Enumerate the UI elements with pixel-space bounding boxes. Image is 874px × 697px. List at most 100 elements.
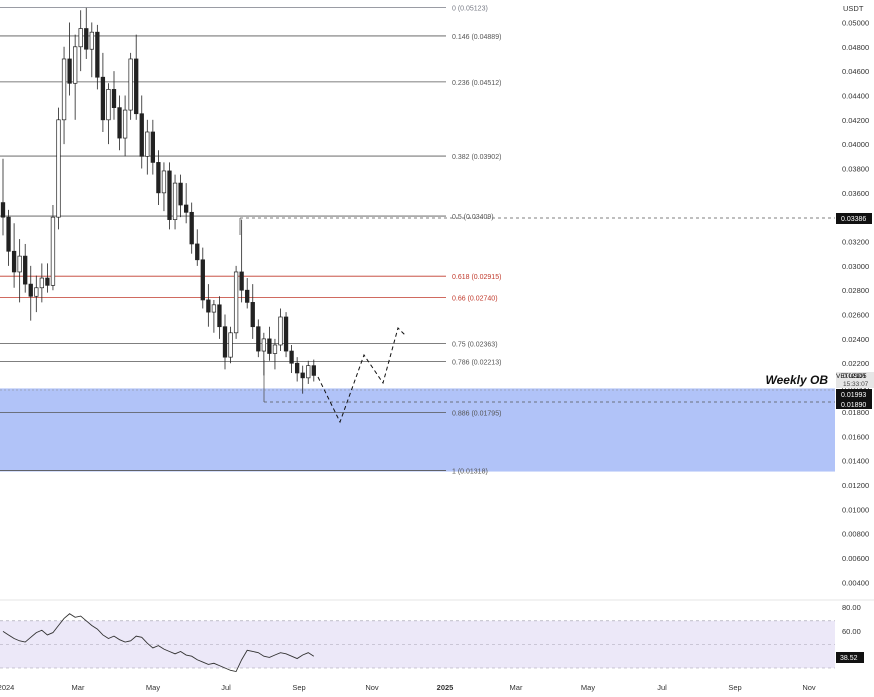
candle-body xyxy=(195,243,200,261)
candle-body xyxy=(311,365,316,376)
projection-path xyxy=(317,327,406,424)
candle-body xyxy=(300,372,305,379)
candle-body xyxy=(150,131,156,163)
price-tick-label: 0.02600 xyxy=(842,311,869,320)
price-tick-label: 0.03800 xyxy=(842,164,869,173)
candle-body xyxy=(111,89,117,108)
candle-body xyxy=(128,58,133,111)
candle-body xyxy=(45,277,50,286)
price-tick-label: 0.03000 xyxy=(842,262,869,271)
time-tick-label: 2024 xyxy=(0,683,14,692)
candle-body xyxy=(278,316,283,346)
fib-label-0: 0 (0.05123) xyxy=(452,5,488,12)
candle-body xyxy=(178,182,183,206)
candle-body xyxy=(283,316,289,352)
fib-label-0.75: 0.75 (0.02363) xyxy=(452,341,498,348)
time-tick-label: May xyxy=(146,683,160,692)
candle-body xyxy=(250,302,255,328)
currency-label: USDT xyxy=(843,4,864,13)
level-c-tag-bg xyxy=(836,399,872,409)
time-axis[interactable]: 2024 Mar May Jul Sep Nov 2025 Mar May Jul Sep Nov xyxy=(0,683,816,692)
price-axis[interactable]: USDT 0.05000 0.04800 0.04600 0.04400 0.04200… xyxy=(842,4,869,587)
candle-body xyxy=(306,365,311,379)
candle-body xyxy=(106,89,111,121)
candle-body xyxy=(0,202,6,218)
candle-body xyxy=(172,182,178,220)
weekly-ob-rect xyxy=(0,388,835,472)
fib-label-0.146: 0.146 (0.04889) xyxy=(452,34,501,41)
candle-body xyxy=(217,304,222,328)
last-price-tag: 0.02105 xyxy=(843,373,867,380)
price-tick-label: 0.04200 xyxy=(842,116,869,125)
candle-body xyxy=(100,76,106,121)
candle-body xyxy=(161,170,167,194)
candle-body xyxy=(272,344,278,354)
time-tick-label: Mar xyxy=(72,683,85,692)
price-tick-label: 0.02000 xyxy=(842,384,869,393)
level-b-tag-bg xyxy=(836,389,872,399)
price-tick-label: 0.01200 xyxy=(842,481,869,490)
candle-body xyxy=(156,162,161,194)
candle-body xyxy=(211,304,217,313)
weekly-ob-label: Weekly OB xyxy=(766,373,829,387)
candle-body xyxy=(117,107,122,139)
rsi-pane: 80.00 60.00 38.52 xyxy=(0,599,874,673)
candle-body xyxy=(67,58,72,84)
fib-label-0.5: 0.5 (0.03409) xyxy=(452,214,494,221)
candle-body xyxy=(289,350,294,364)
candle-body xyxy=(189,211,194,245)
candle-body xyxy=(167,170,172,220)
fib-label-0.786: 0.786 (0.02213) xyxy=(452,360,501,367)
countdown-tag: 15:33:07 xyxy=(843,381,869,388)
time-tick-label: Nov xyxy=(802,683,816,692)
candle-body xyxy=(222,326,228,358)
candle-body xyxy=(34,287,39,297)
candle-body xyxy=(84,28,89,50)
time-tick-label: 2025 xyxy=(437,683,454,692)
rsi-line xyxy=(2,613,315,673)
candle-body xyxy=(184,204,189,213)
price-tick-label: 0.01400 xyxy=(842,457,869,466)
time-tick-label: May xyxy=(581,683,595,692)
price-tick-label: 0.03200 xyxy=(842,238,869,247)
fib-label-0.618: 0.618 (0.02915) xyxy=(452,274,501,281)
candle-body xyxy=(95,31,100,78)
price-tick-label: 0.05000 xyxy=(842,18,869,27)
candle-body xyxy=(261,338,266,352)
fib-label-0.66: 0.66 (0.02740) xyxy=(452,296,498,303)
candle-body xyxy=(295,362,300,374)
price-tick-label: 0.01800 xyxy=(842,408,869,417)
candle-body xyxy=(39,277,44,289)
price-tick-label: 0.03600 xyxy=(842,189,869,198)
fib-retracement-layer: 0 (0.05123) 0.146 (0.04889) 0.236 (0.04512… xyxy=(0,5,501,476)
price-tick-label: 0.02800 xyxy=(842,286,869,295)
time-tick-label: Jul xyxy=(221,683,231,692)
price-tick-label: 0.01600 xyxy=(842,432,869,441)
candle-body xyxy=(245,289,250,303)
last-price-tag-bg xyxy=(836,372,874,388)
price-tick-label: 0.04000 xyxy=(842,140,869,149)
candle-body xyxy=(6,216,11,252)
candle-body xyxy=(11,250,17,273)
rsi-tick-label: 60.00 xyxy=(842,627,861,636)
time-tick-label: Mar xyxy=(510,683,523,692)
candle-body xyxy=(233,271,239,334)
candle-body xyxy=(56,119,61,218)
candle-body xyxy=(17,255,22,273)
price-tick-label: 0.02200 xyxy=(842,359,869,368)
candle-body xyxy=(200,259,205,301)
price-tick-label: 0.02400 xyxy=(842,335,869,344)
candle-body xyxy=(256,326,261,352)
fib-label-0.382: 0.382 (0.03902) xyxy=(452,154,501,161)
fib-label-0.886: 0.886 (0.01795) xyxy=(452,411,501,418)
level-b-tag: 0.01993 xyxy=(841,392,866,399)
candle-body xyxy=(23,255,28,285)
price-tick-label: 0.04600 xyxy=(842,67,869,76)
candle-body xyxy=(145,131,150,157)
level-a-tag-bg xyxy=(836,213,872,224)
time-tick-label: Nov xyxy=(365,683,379,692)
annotation-layer xyxy=(0,217,835,403)
rsi-tick-label: 80.00 xyxy=(842,603,861,612)
